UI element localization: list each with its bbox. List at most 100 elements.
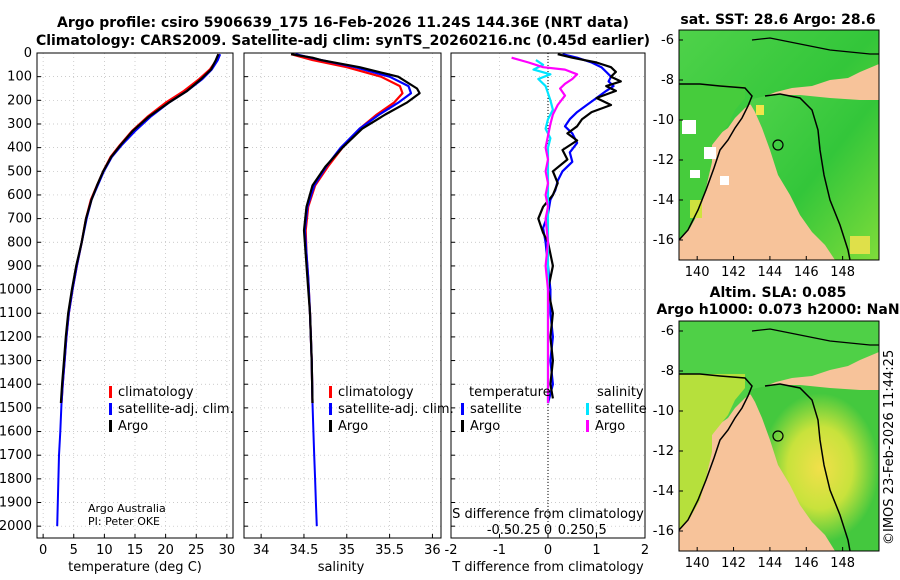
x-tick-label: 0 [39,543,47,558]
map-x-tick-label: 146 [794,265,819,280]
series-line-s-satellite [532,59,555,404]
series-line-t-satellite [541,53,615,404]
map-x-tick-label: 142 [721,265,746,280]
sst-cloud-patch [704,147,716,159]
temperature-lines [56,53,222,527]
sla-map-frame [678,320,880,552]
sst-map-coastline [679,83,851,260]
series-line-t-argo [537,53,622,399]
y-tick-label: 900 [7,259,32,274]
map-x-tick-label: 148 [830,556,855,571]
legend-diff-t-satellite-label: satellite [470,402,522,417]
x-tick-label: 30 [219,543,236,558]
series-line-climatology [290,53,404,404]
salinity-panel: 34 34.5 35 35.5 36 salinity climatology sate… [243,52,454,575]
sla-map-sea-gulf [679,374,745,530]
y-tick-label: 0 [24,46,32,61]
legend2-satellite-swatch [329,403,332,415]
map-y-tick-label: -16 [653,524,674,539]
sst-cloud-patch [690,170,700,178]
x-tick-label: 2 [641,543,649,558]
sst-map-float-marker [772,139,784,151]
map-x-tick-label: 140 [685,556,710,571]
legend-climatology-label: climatology [118,385,194,400]
sla-map-float-marker [772,430,784,442]
difference-panel: -2 -1 0 1 2-0.5-0.25 0 0.25 0.5 T difference fr… [445,52,649,575]
sst-map-ticks: 140 142 144 146 148 -6 -8 -10 -12 -14 -16 [653,33,855,280]
salinity-axes-frame [243,52,442,539]
map-y-tick-label: -14 [653,193,674,208]
series-line-argo [290,53,421,404]
x-tick-label: 0 [544,543,552,558]
legend-satellite-label: satellite-adj. clim. [118,402,234,417]
y-tick-label: 600 [7,188,32,203]
x-tick-label: 34.5 [289,543,318,558]
sla-map-ticks: 140 142 144 146 148 -6 -8 -10 -12 -14 -16 [653,324,855,571]
sla-map-title-line2: Argo h1000: 0.073 h2000: NaN [656,302,899,318]
sst-map-island-outline [751,37,879,55]
temperature-grid [37,52,233,538]
map-y-tick-label: -8 [661,73,674,88]
sla-map-coastline [679,373,851,551]
legend-satellite-swatch [109,403,112,415]
legend-diff-t-argo-label: Argo [470,419,500,434]
legend-argo-swatch [109,420,112,432]
sla-map: Altim. SLA: 0.085 Argo h1000: 0.073 h200… [653,285,900,571]
y-tick-label: 2000 [0,519,32,534]
difference-axes-frame [450,52,646,539]
difference-xlabel: T difference from climatology [451,560,644,575]
sst-warm-patch [690,200,702,218]
y-tick-label: 500 [7,164,32,179]
x-tick-label: 20 [157,543,174,558]
series-line-s-argo [511,56,579,404]
series-line-argo [59,53,220,404]
y-tick-label: 1900 [0,496,32,511]
sst-map: sat. SST: 28.6 Argo: 28.6 140 142 144 146 14… [653,12,880,280]
sst-map-sea-coral [748,95,879,260]
y-tick-label: 1700 [0,448,32,463]
temperature-ticks: 0100200300400500600700800900100011001200… [0,46,235,558]
figure-title-line2: Climatology: CARS2009. Satellite-adj cli… [36,33,650,49]
y-tick-label: 1100 [0,306,32,321]
legend-argo-label: Argo [118,419,148,434]
series-line-satellite-adj-clim- [295,53,413,404]
sst-map-sea-north [679,30,879,238]
sla-map-sea-north [679,321,879,528]
sst-warm-patch [756,105,764,115]
y-tick-label: 1600 [0,425,32,440]
x-tick-label: 5 [70,543,78,558]
temperature-xlabel: temperature (deg C) [68,560,202,575]
legend-diff-temperature-title: temperature [469,385,551,400]
sst-cloud-patch [720,176,729,185]
salinity-ticks: 34 34.5 35 35.5 36 [244,52,441,558]
y-tick-label: 700 [7,212,32,227]
map-y-tick-label: -14 [653,484,674,499]
x-tick-label: 35.5 [375,543,404,558]
map-y-tick-label: -10 [653,404,674,419]
series-line-deep [311,403,318,527]
x-tick-label: 36 [424,543,441,558]
y-tick-label: 1500 [0,401,32,416]
y-tick-label: 1300 [0,354,32,369]
figure-title-line1: Argo profile: csiro 5906639_175 16-Feb-2… [57,15,629,31]
x2-tick-label: 0.5 [586,523,607,538]
x2-tick-label: -0.25 [507,523,541,538]
x-tick-label: 10 [96,543,113,558]
map-y-tick-label: -6 [661,33,674,48]
map-y-tick-label: -16 [653,233,674,248]
y-tick-label: 100 [7,70,32,85]
legend2-argo-label: Argo [338,419,368,434]
map-x-tick-label: 148 [830,265,855,280]
legend-diff-s-argo-swatch [586,420,589,432]
y-tick-label: 1400 [0,377,32,392]
x-tick-label: 35 [339,543,356,558]
map-x-tick-label: 144 [757,265,782,280]
map-x-tick-label: 146 [794,556,819,571]
x-tick-label: 25 [188,543,205,558]
sst-map-frame [678,29,880,261]
y-tick-label: 1200 [0,330,32,345]
legend-climatology-swatch [109,386,112,398]
x2-tick-label: -0.5 [487,523,512,538]
legend2-satellite-label: satellite-adj. clim. [338,402,454,417]
x-tick-label: 15 [127,543,144,558]
